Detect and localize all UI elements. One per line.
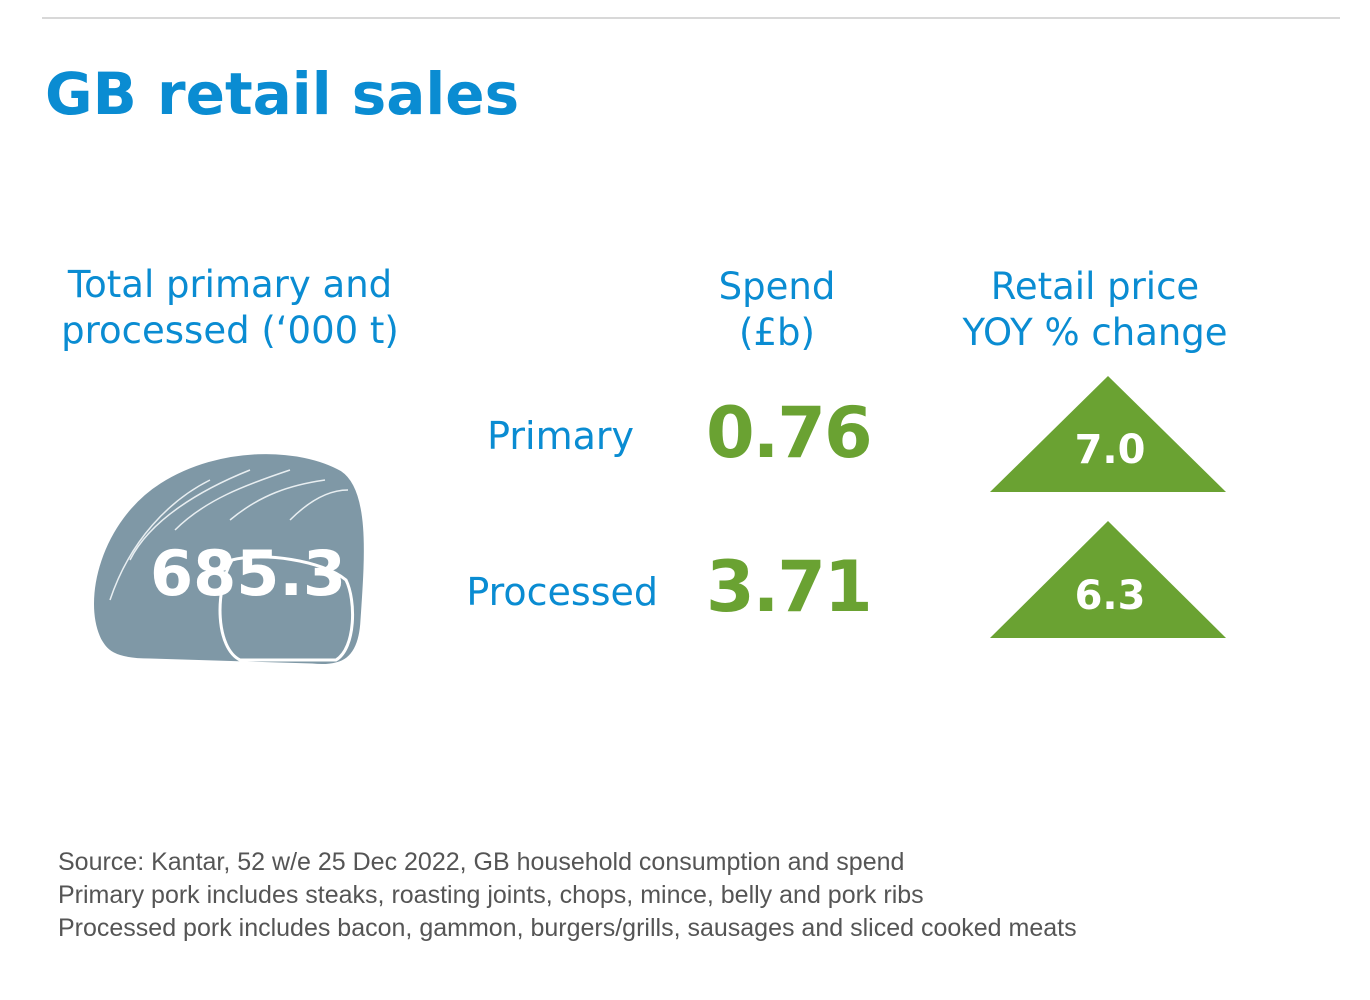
meat-icon	[91, 451, 367, 668]
row-label: Primary	[487, 414, 634, 458]
price-change: 7.0	[1075, 427, 1146, 473]
volume-heading: Total primary and processed (‘000 t)	[30, 262, 430, 354]
heading-line: Spend	[718, 265, 836, 308]
heading-line: (£b)	[739, 311, 815, 354]
spend-value: 3.71	[706, 546, 873, 628]
note: Processed pork includes bacon, gammon, b…	[58, 914, 1077, 942]
title: GB retail sales	[45, 60, 520, 128]
heading-line: processed (‘000 t)	[61, 309, 399, 352]
heading-line: Total primary and	[67, 263, 393, 306]
price-heading: Retail price YOY % change	[930, 264, 1260, 356]
price-change: 6.3	[1075, 573, 1146, 619]
note: Source: Kantar, 52 w/e 25 Dec 2022, GB h…	[58, 848, 905, 876]
volume-value: 685.3	[150, 537, 346, 610]
up-triangle	[990, 376, 1226, 492]
heading-line: Retail price	[990, 265, 1200, 308]
notes: Source: Kantar, 52 w/e 25 Dec 2022, GB h…	[58, 846, 1077, 945]
row-label: Processed	[466, 570, 658, 614]
spend-heading: Spend (£b)	[677, 264, 877, 356]
spend-value: 0.76	[706, 392, 873, 474]
up-triangle	[990, 521, 1226, 638]
heading-line: YOY % change	[962, 311, 1228, 354]
note: Primary pork includes steaks, roasting j…	[58, 881, 924, 909]
